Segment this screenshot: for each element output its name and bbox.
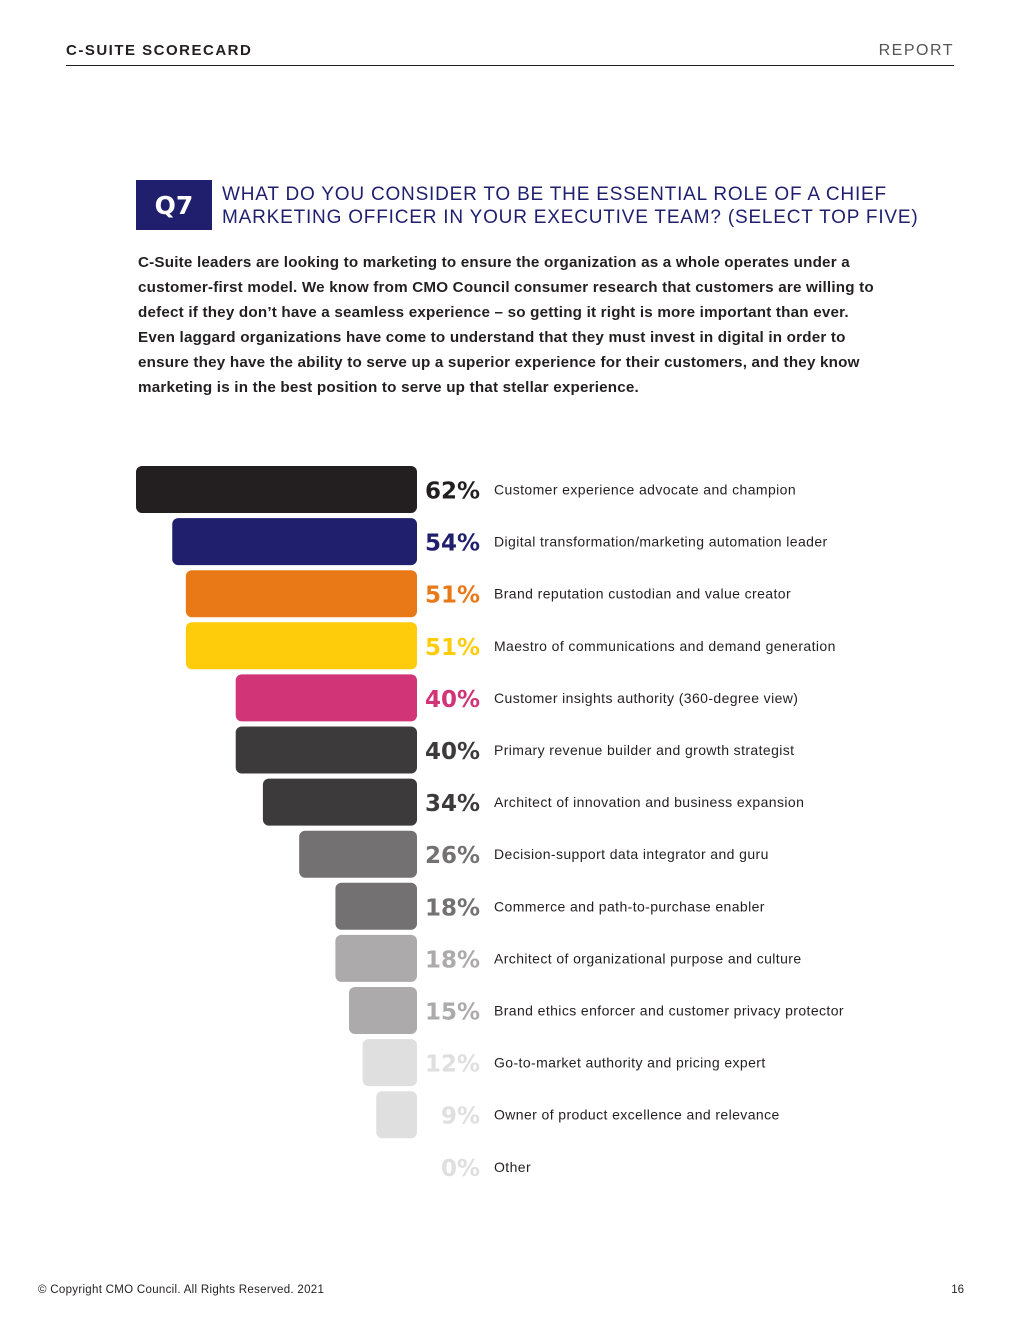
report-label: REPORT (878, 42, 954, 59)
chart-category-label: Primary revenue builder and growth strat… (494, 742, 794, 758)
chart-bar (262, 778, 417, 826)
question-title: WHAT DO YOU CONSIDER TO BE THE ESSENTIAL… (222, 184, 919, 228)
body-paragraph: C-Suite leaders are looking to marketing… (138, 254, 874, 396)
chart-bar (235, 726, 417, 774)
chart-value-label: 40% (425, 739, 480, 765)
chart-value-label: 12% (425, 1052, 480, 1078)
chart-value-label: 62% (425, 479, 480, 505)
chart-value-label: 18% (425, 947, 480, 973)
chart-category-label: Customer insights authority (360-degree … (494, 690, 798, 706)
chart-category-label: Digital transformation/marketing automat… (494, 534, 828, 550)
chart-category-label: Other (494, 1159, 531, 1175)
chart-bar (349, 987, 417, 1034)
chart-bar (299, 830, 417, 878)
chart-bar (185, 570, 417, 618)
chart-bar (136, 466, 417, 513)
chart-value-label: 0% (441, 1156, 480, 1182)
chart-value-label: 26% (425, 843, 480, 869)
chart-value-label: 40% (425, 687, 480, 713)
chart-category-label: Customer experience advocate and champio… (494, 482, 796, 498)
chart-category-label: Owner of product excellence and relevanc… (494, 1107, 780, 1123)
chart-bar (335, 934, 417, 982)
chart-value-label: 15% (425, 1000, 480, 1026)
chart-category-label: Decision-support data integrator and gur… (494, 846, 769, 862)
chart-value-label: 54% (425, 531, 480, 557)
question-number-badge: Q7 (136, 180, 212, 230)
report-series-title: C-SUITE SCORECARD (66, 42, 253, 59)
chart-category-label: Commerce and path-to-purchase enabler (494, 898, 765, 914)
chart-category-label: Architect of organizational purpose and … (494, 950, 802, 966)
chart-bar (362, 1039, 417, 1087)
chart-value-label: 18% (425, 895, 480, 921)
chart-category-label: Brand reputation custodian and value cre… (494, 586, 791, 602)
chart-category-label: Maestro of communications and demand gen… (494, 638, 836, 654)
chart-value-label: 51% (425, 583, 480, 609)
chart-bar (235, 674, 417, 722)
chart-bar (185, 622, 417, 670)
chart-bar (172, 518, 417, 566)
chart-category-label: Go-to-market authority and pricing exper… (494, 1055, 766, 1071)
header-divider (66, 65, 954, 66)
page-number: 16 (951, 1284, 964, 1296)
chart-value-label: 9% (441, 1104, 480, 1130)
chart-category-label: Architect of innovation and business exp… (494, 794, 804, 810)
copyright-notice: © Copyright CMO Council. All Rights Rese… (38, 1284, 325, 1296)
chart-bar (335, 882, 417, 930)
chart-bar (376, 1091, 417, 1139)
chart-category-label: Brand ethics enforcer and customer priva… (494, 1003, 844, 1019)
chart-value-label: 34% (425, 791, 480, 817)
chart-value-label: 51% (425, 635, 480, 661)
